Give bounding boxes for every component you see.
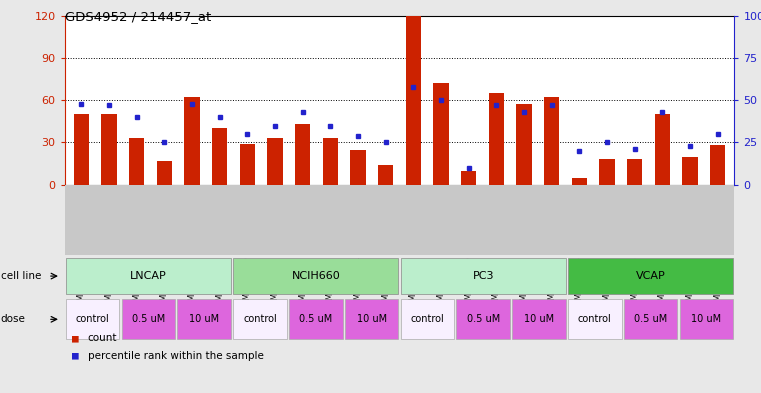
Bar <box>572 178 587 185</box>
Bar <box>680 299 734 339</box>
Bar <box>406 16 421 185</box>
Bar <box>654 114 670 185</box>
Bar <box>233 258 399 294</box>
Bar <box>295 124 310 185</box>
Bar <box>457 299 510 339</box>
Bar <box>710 145 725 185</box>
Text: 10 uM: 10 uM <box>524 314 554 324</box>
Text: PC3: PC3 <box>473 271 494 281</box>
Bar <box>267 138 282 185</box>
Bar <box>434 83 449 185</box>
Bar <box>101 114 116 185</box>
Bar <box>129 138 145 185</box>
Bar <box>624 299 677 339</box>
Text: 0.5 uM: 0.5 uM <box>634 314 667 324</box>
Bar <box>212 129 228 185</box>
Text: NCIH660: NCIH660 <box>291 271 340 281</box>
Bar <box>184 97 199 185</box>
Bar <box>157 161 172 185</box>
Bar <box>517 105 532 185</box>
Text: 10 uM: 10 uM <box>189 314 219 324</box>
Bar <box>240 144 255 185</box>
Text: cell line: cell line <box>1 271 41 281</box>
Bar <box>461 171 476 185</box>
Bar <box>400 299 454 339</box>
Bar <box>489 93 504 185</box>
Text: 10 uM: 10 uM <box>357 314 387 324</box>
Bar <box>350 149 365 185</box>
Text: GDS4952 / 214457_at: GDS4952 / 214457_at <box>65 10 211 23</box>
Bar <box>600 159 615 185</box>
Text: control: control <box>243 314 277 324</box>
Text: control: control <box>75 314 110 324</box>
Bar <box>544 97 559 185</box>
Bar <box>400 258 566 294</box>
Bar <box>512 299 566 339</box>
Bar <box>627 159 642 185</box>
Bar <box>65 299 119 339</box>
Text: VCAP: VCAP <box>635 271 666 281</box>
Bar <box>65 258 231 294</box>
Bar <box>568 299 622 339</box>
Bar <box>378 165 393 185</box>
Text: ■: ■ <box>72 351 79 361</box>
Text: 10 uM: 10 uM <box>692 314 721 324</box>
Bar <box>683 156 698 185</box>
Text: count: count <box>88 333 117 343</box>
Bar <box>74 114 89 185</box>
Text: control: control <box>578 314 612 324</box>
Bar <box>323 138 338 185</box>
Bar <box>233 299 287 339</box>
Text: control: control <box>410 314 444 324</box>
Text: 0.5 uM: 0.5 uM <box>466 314 500 324</box>
Text: 0.5 uM: 0.5 uM <box>299 314 333 324</box>
Text: dose: dose <box>1 314 26 324</box>
Bar <box>345 299 399 339</box>
Bar <box>122 299 175 339</box>
Bar <box>568 258 734 294</box>
Text: LNCAP: LNCAP <box>130 271 167 281</box>
Text: percentile rank within the sample: percentile rank within the sample <box>88 351 263 361</box>
Bar <box>177 299 231 339</box>
Text: 0.5 uM: 0.5 uM <box>132 314 165 324</box>
Bar <box>289 299 342 339</box>
Text: ■: ■ <box>72 333 79 343</box>
